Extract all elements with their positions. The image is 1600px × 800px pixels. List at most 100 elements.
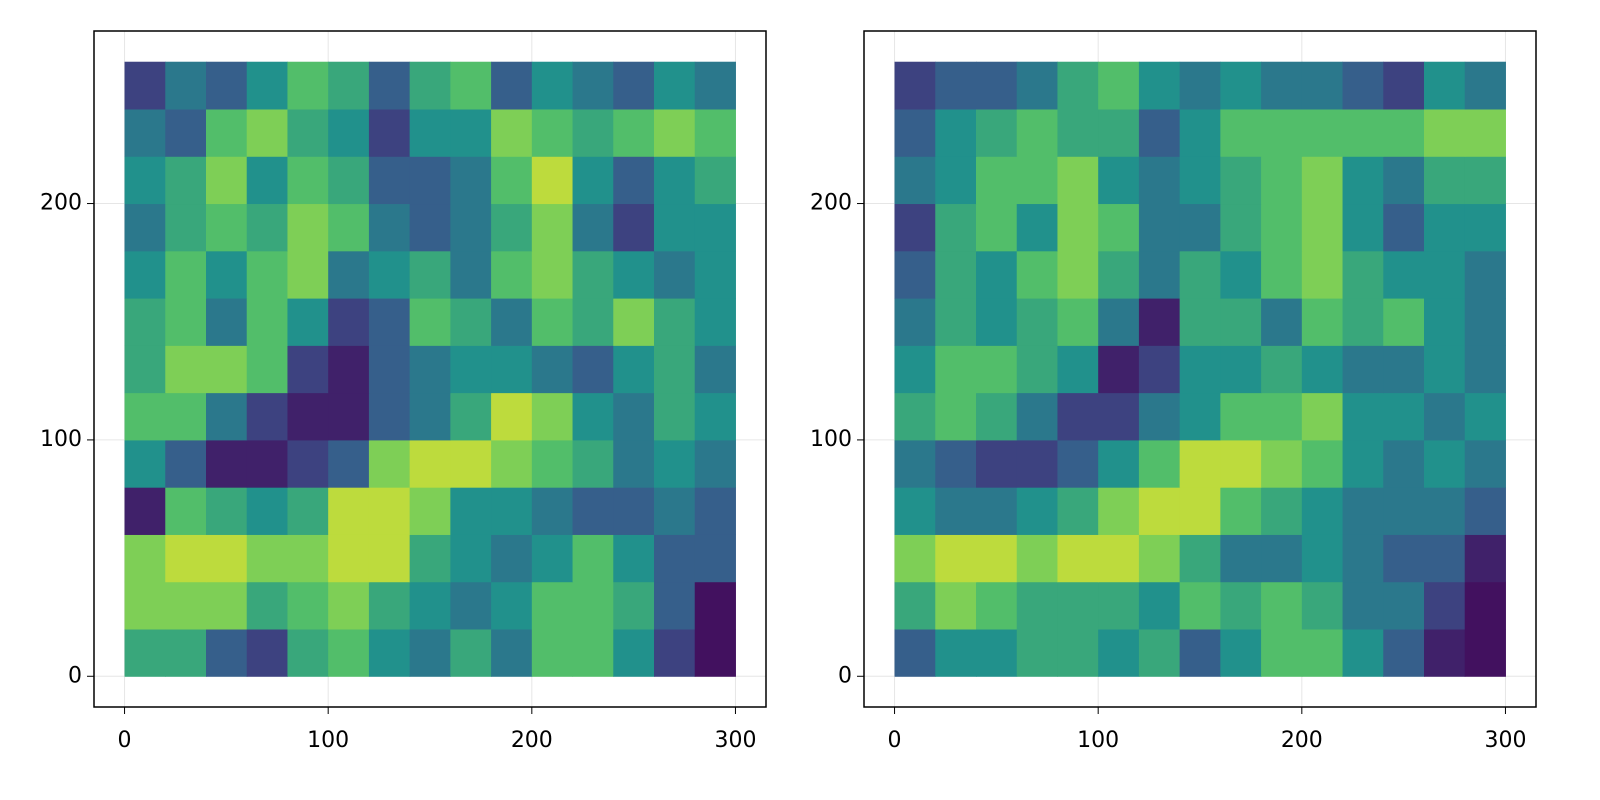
heatmap-cell: [165, 534, 207, 583]
heatmap-cell: [450, 156, 492, 205]
heatmap-cell: [491, 487, 533, 535]
y-tick-label: 200: [810, 191, 852, 216]
heatmap-cell: [1179, 534, 1221, 583]
heatmap-cell: [246, 487, 288, 535]
heatmap-cell: [1301, 439, 1344, 488]
heatmap-cell: [935, 629, 977, 677]
heatmap-cell: [368, 298, 411, 346]
heatmap-cell: [1342, 298, 1384, 346]
heatmap-cell: [1138, 487, 1181, 535]
heatmap-cell: [1057, 487, 1099, 535]
heatmap-cell: [1261, 534, 1303, 583]
heatmap-cell: [572, 439, 614, 488]
heatmap-cell: [531, 629, 574, 677]
heatmap-cell: [613, 250, 655, 299]
heatmap-cell: [287, 203, 329, 252]
heatmap-cell: [1179, 345, 1221, 394]
heatmap-cell: [450, 250, 492, 299]
heatmap-cell: [1057, 439, 1099, 488]
heatmap-cell: [935, 581, 977, 630]
heatmap-cell: [287, 109, 329, 157]
heatmap-cell: [328, 156, 370, 205]
heatmap-cell: [613, 534, 655, 583]
heatmap-cell: [613, 392, 655, 441]
heatmap-cell: [1261, 581, 1303, 630]
axes-frame: [93, 30, 767, 708]
heatmap-cell: [654, 61, 696, 110]
heatmap-cell: [1424, 439, 1466, 488]
heatmap-cell: [1301, 581, 1344, 630]
heatmap-cell: [409, 298, 451, 346]
heatmap-cell: [613, 109, 655, 157]
heatmap-cell: [1301, 156, 1344, 205]
heatmap-cell: [491, 392, 533, 441]
heatmap-cell: [206, 534, 248, 583]
heatmap-cell: [491, 439, 533, 488]
heatmap-cell: [1464, 109, 1506, 157]
heatmap-cell: [1342, 439, 1384, 488]
heatmap-cell: [1383, 439, 1425, 488]
heatmap-cell: [1179, 487, 1221, 535]
heatmap-cell: [976, 109, 1018, 157]
heatmap-cell: [1057, 109, 1099, 157]
heatmap-cell: [613, 629, 655, 677]
heatmap-cell: [1098, 298, 1140, 346]
heatmap-cell: [1016, 109, 1058, 157]
heatmap-cell: [572, 109, 614, 157]
heatmap-cell: [613, 156, 655, 205]
heatmap-cell: [694, 392, 736, 441]
heatmap-cell: [1179, 581, 1221, 630]
heatmap-cell: [1464, 534, 1506, 583]
heatmap-cell: [409, 392, 451, 441]
heatmap-cell: [368, 109, 411, 157]
heatmap-cell: [450, 392, 492, 441]
heatmap-cell: [1138, 298, 1181, 346]
heatmap-cell: [246, 156, 288, 205]
heatmap-cell: [976, 629, 1018, 677]
heatmap-cell: [1464, 203, 1506, 252]
heatmap-cell: [976, 345, 1018, 394]
heatmap-cell: [1220, 156, 1262, 205]
heatmap-cell: [1261, 345, 1303, 394]
heatmap-cell: [124, 487, 166, 535]
heatmap-cell: [1464, 487, 1506, 535]
heatmap-cell: [368, 534, 411, 583]
heatmap-cell: [328, 345, 370, 394]
heatmap-cell: [1138, 392, 1181, 441]
heatmap-cell: [1138, 61, 1181, 110]
heatmap-cell: [1424, 534, 1466, 583]
heatmap-cell: [894, 156, 936, 205]
heatmap-cell: [1383, 250, 1425, 299]
heatmap-cell: [491, 156, 533, 205]
heatmap-cell: [409, 487, 451, 535]
heatmap-cell: [287, 250, 329, 299]
heatmap-cell: [1342, 61, 1384, 110]
y-tick-label: 100: [40, 427, 82, 452]
heatmap-cell: [491, 345, 533, 394]
heatmap-cell: [450, 439, 492, 488]
heatmap-cell: [368, 581, 411, 630]
heatmap-cell: [328, 250, 370, 299]
heatmap-cell: [935, 298, 977, 346]
heatmap-cell: [613, 487, 655, 535]
heatmap-cell: [287, 156, 329, 205]
heatmap-cell: [935, 109, 977, 157]
heatmap-cell: [1383, 61, 1425, 110]
heatmap-cell: [894, 345, 936, 394]
heatmap-cell: [935, 203, 977, 252]
heatmap-cell: [450, 534, 492, 583]
heatmap-cell: [694, 250, 736, 299]
heatmap-cell: [1057, 156, 1099, 205]
heatmap-cell: [654, 345, 696, 394]
heatmap-cell: [124, 581, 166, 630]
heatmap-cell: [531, 392, 574, 441]
heatmap-cell: [165, 392, 207, 441]
heatmap-cell: [206, 61, 248, 110]
heatmap-cell: [1220, 250, 1262, 299]
heatmap-cell: [1098, 203, 1140, 252]
heatmap-cell: [1057, 203, 1099, 252]
heatmap-cell: [1098, 345, 1140, 394]
heatmap-cell: [1261, 109, 1303, 157]
heatmap-cell: [368, 345, 411, 394]
heatmap-cell: [246, 298, 288, 346]
